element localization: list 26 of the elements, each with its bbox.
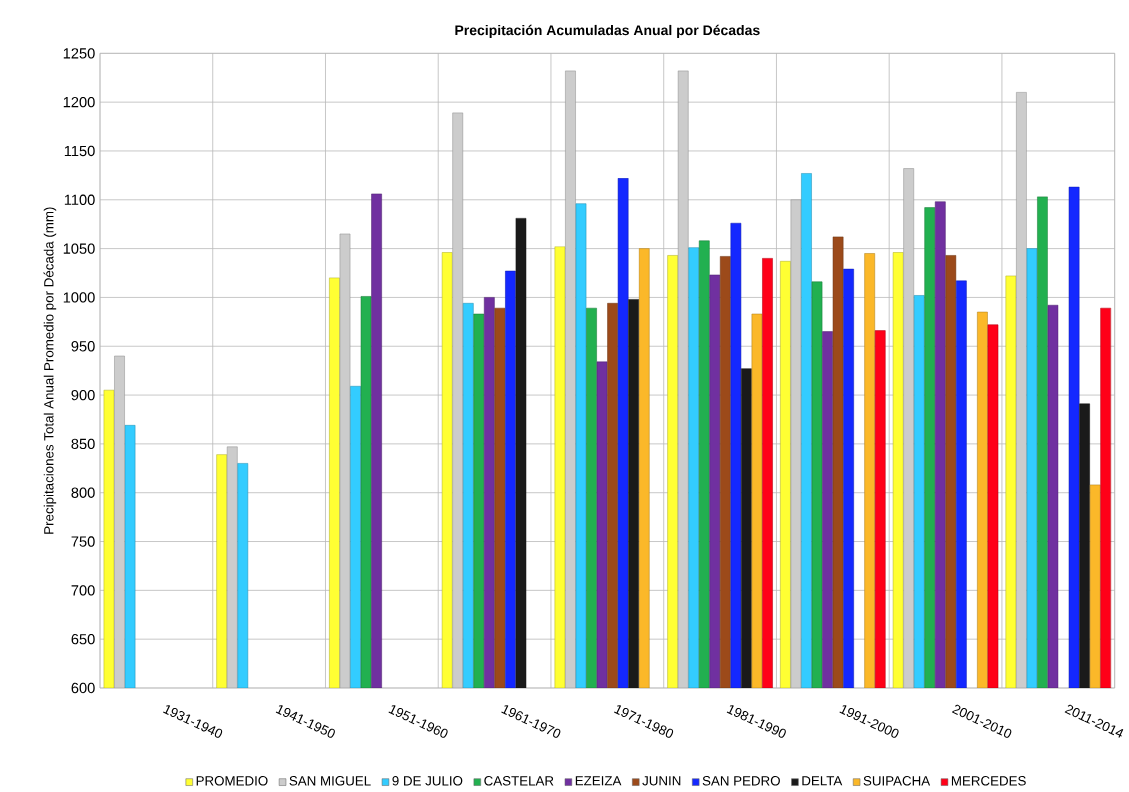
legend-label: SAN PEDRO [702,776,780,786]
legend-label: PROMEDIO [196,776,268,786]
y-tick-label: 700 [71,585,95,596]
y-axis-title: Precipitaciones Total Anual Promedio por Década (mm) [43,207,57,534]
legend-label: CASTELAR [484,776,554,786]
legend-label: DELTA [802,776,843,786]
chart-title: Precipitación Acumuladas Anual por Décadas [455,24,760,38]
legend-label: SUIPACHA [863,776,931,786]
y-tick-label: 1250 [63,48,95,59]
legend-label: JUNIN [642,776,681,786]
y-tick-label: 650 [71,633,95,645]
legend-label: SAN MIGUEL [289,776,371,786]
legend-label: MERCEDES [951,776,1026,786]
y-tick-label: 800 [71,487,95,498]
y-tick-label: 950 [71,341,95,352]
y-tick-label: 750 [71,536,95,547]
y-tick-label: 600 [71,682,95,694]
y-tick-label: 1050 [63,243,95,254]
y-tick-label: 850 [71,438,95,450]
y-tick-label: 1000 [63,292,95,303]
y-tick-label: 1100 [64,194,95,205]
y-tick-label: 1150 [64,145,95,157]
legend-label: EZEIZA [575,776,622,786]
y-tick-label: 1200 [63,96,95,108]
legend-label: 9 DE JULIO [392,776,463,786]
y-tick-label: 900 [71,389,95,401]
